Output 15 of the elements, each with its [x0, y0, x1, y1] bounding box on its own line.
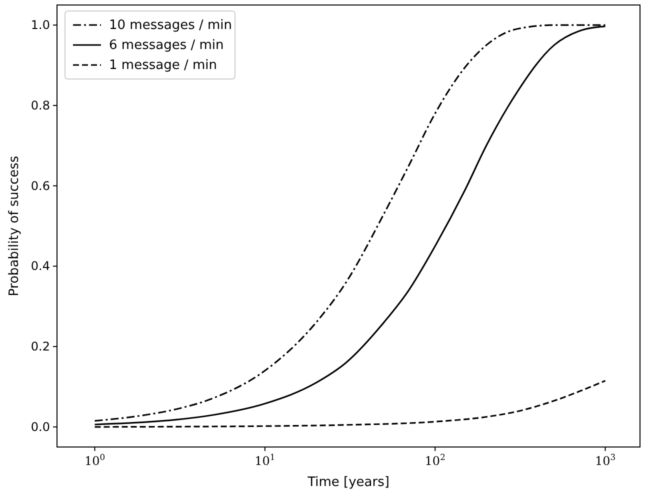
x-tick-label: 10$^{0}$ [84, 452, 106, 468]
legend-label: 1 message / min [109, 58, 217, 73]
y-axis-title: Probability of success [7, 156, 22, 296]
y-tick-label: 0.6 [30, 178, 50, 193]
legend-label: 10 messages / min [109, 18, 232, 33]
y-tick-label: 0.0 [30, 420, 50, 434]
x-axis-title: Time [years] [306, 475, 390, 490]
y-tick-label: 0.4 [30, 259, 50, 274]
x-tick-label: 10$^{2}$ [424, 452, 446, 468]
y-tick-label: 0.2 [30, 340, 50, 354]
x-tick-label: 10$^{3}$ [594, 452, 616, 468]
legend-label: 6 messages / min [109, 38, 224, 53]
y-tick-label: 1.0 [30, 18, 50, 32]
x-tick-label: 10$^{1}$ [254, 452, 276, 468]
y-tick-label: 0.8 [30, 98, 50, 112]
